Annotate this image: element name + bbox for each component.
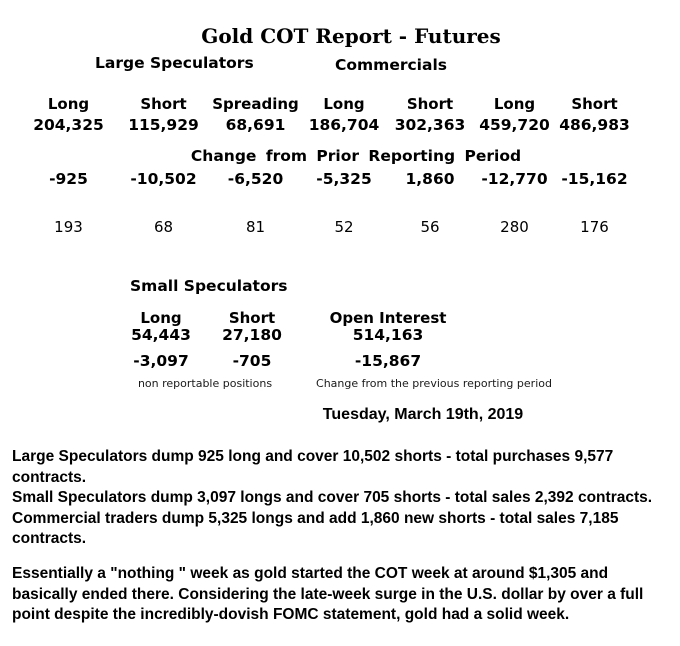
change-value: -925 <box>49 170 88 188</box>
small-change-value: -705 <box>232 352 272 370</box>
position-value: 115,929 <box>128 116 199 134</box>
small-table-positions-row: 54,443 27,180 514,163 <box>120 326 474 344</box>
row3-value: 193 <box>54 218 83 236</box>
position-value: 204,325 <box>33 116 104 134</box>
small-column-header: Short <box>228 309 276 327</box>
change-value: -12,770 <box>481 170 548 188</box>
footnote-open-interest-change: Change from the previous reporting perio… <box>316 377 552 390</box>
main-column-header: Long <box>47 95 90 113</box>
main-table-header-row: Long Short Spreading Long Short Long Sho… <box>20 95 633 113</box>
group-label-large-speculators: Large Speculators <box>95 54 254 72</box>
row3-value: 68 <box>153 218 174 236</box>
main-column-header: Short <box>571 95 618 113</box>
change-value: -5,325 <box>316 170 372 188</box>
row3-value: 176 <box>580 218 609 236</box>
position-value: 486,983 <box>559 116 630 134</box>
change-value: -10,502 <box>130 170 197 188</box>
main-column-header: Short <box>406 95 454 113</box>
position-value: 302,363 <box>394 116 466 134</box>
small-column-header: Long <box>140 309 182 327</box>
row3-value: 280 <box>500 218 529 236</box>
small-table-header-row: Long Short Open Interest <box>120 309 474 327</box>
change-value: -6,520 <box>227 170 284 188</box>
main-table-changes-row: -925 -10,502 -6,520 -5,325 1,860 -12,770… <box>20 170 633 188</box>
change-from-prior-period-label: Change from Prior Reporting Period <box>190 147 522 165</box>
change-value: 1,860 <box>405 170 455 188</box>
main-column-header: Long <box>323 95 365 113</box>
commentary-trader-summary: Large Speculators dump 925 long and cove… <box>12 448 653 547</box>
report-title: Gold COT Report - Futures <box>201 24 501 48</box>
footnote-non-reportable: non reportable positions <box>137 377 273 390</box>
row3-value: 56 <box>420 218 440 236</box>
change-value: -15,162 <box>561 170 628 188</box>
group-label-small-speculators: Small Speculators <box>130 277 288 295</box>
main-table-positions-row: 204,325 115,929 68,691 186,704 302,363 4… <box>20 116 633 134</box>
row3-value: 81 <box>245 218 266 236</box>
report-date: Tuesday, March 19th, 2019 <box>322 406 524 423</box>
small-position-value: 54,443 <box>131 326 191 344</box>
small-change-value: -15,867 <box>354 352 422 370</box>
small-column-header: Open Interest <box>329 309 447 327</box>
small-table-changes-row: -3,097 -705 -15,867 <box>120 352 474 370</box>
small-position-value: 27,180 <box>222 326 282 344</box>
group-label-commercials: Commercials <box>335 56 447 74</box>
position-value: 186,704 <box>308 116 380 134</box>
small-change-value: -3,097 <box>133 352 189 370</box>
position-value: 68,691 <box>225 116 286 134</box>
main-column-header: Short <box>140 95 187 113</box>
small-position-value: 514,163 <box>352 326 424 344</box>
commentary-market-analysis: Essentially a "nothing " week as gold st… <box>12 565 644 623</box>
row3-value: 52 <box>334 218 354 236</box>
main-table-row3: 193 68 81 52 56 280 176 <box>20 218 633 236</box>
main-column-header: Spreading <box>212 95 299 113</box>
position-value: 459,720 <box>479 116 550 134</box>
main-column-header: Long <box>493 95 536 113</box>
